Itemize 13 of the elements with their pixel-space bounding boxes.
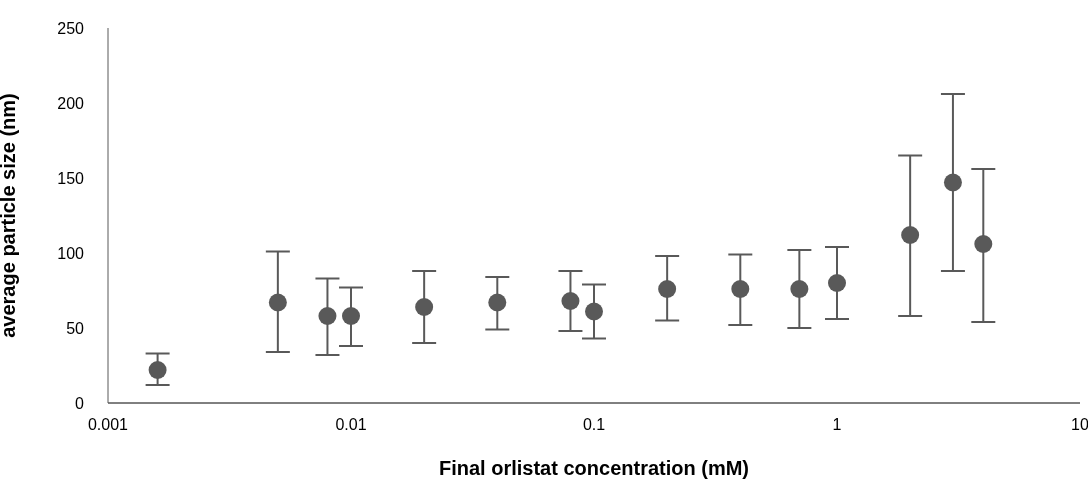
y-axis-title: average particle size (nm) bbox=[0, 93, 20, 338]
x-tick-label: 10 bbox=[1071, 416, 1088, 434]
y-tick-label: 250 bbox=[57, 19, 85, 37]
x-axis-title: Final orlistat concentration (mM) bbox=[438, 457, 750, 479]
y-tick-label: 150 bbox=[57, 169, 85, 187]
y-tick-label: 50 bbox=[66, 319, 85, 337]
x-tick-label: 1 bbox=[832, 416, 842, 434]
x-tick-label: 0.001 bbox=[87, 416, 129, 434]
x-tick-label: 0.01 bbox=[335, 416, 367, 434]
x-tick-label: 0.1 bbox=[582, 416, 606, 434]
y-tick-label: 0 bbox=[75, 394, 85, 412]
y-tick-label: 100 bbox=[57, 244, 85, 262]
y-tick-label: 200 bbox=[57, 94, 85, 112]
